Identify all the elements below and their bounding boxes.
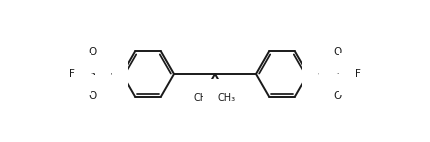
- Text: O: O: [88, 47, 96, 57]
- Text: O: O: [334, 91, 342, 101]
- Text: O: O: [318, 69, 326, 79]
- Text: S: S: [89, 69, 95, 79]
- Text: S: S: [335, 69, 341, 79]
- Text: F: F: [355, 69, 361, 79]
- Text: CH₃: CH₃: [194, 93, 212, 103]
- Text: O: O: [334, 47, 342, 57]
- Text: CH₃: CH₃: [218, 93, 236, 103]
- Text: F: F: [69, 69, 75, 79]
- Text: O: O: [104, 69, 112, 79]
- Text: O: O: [88, 91, 96, 101]
